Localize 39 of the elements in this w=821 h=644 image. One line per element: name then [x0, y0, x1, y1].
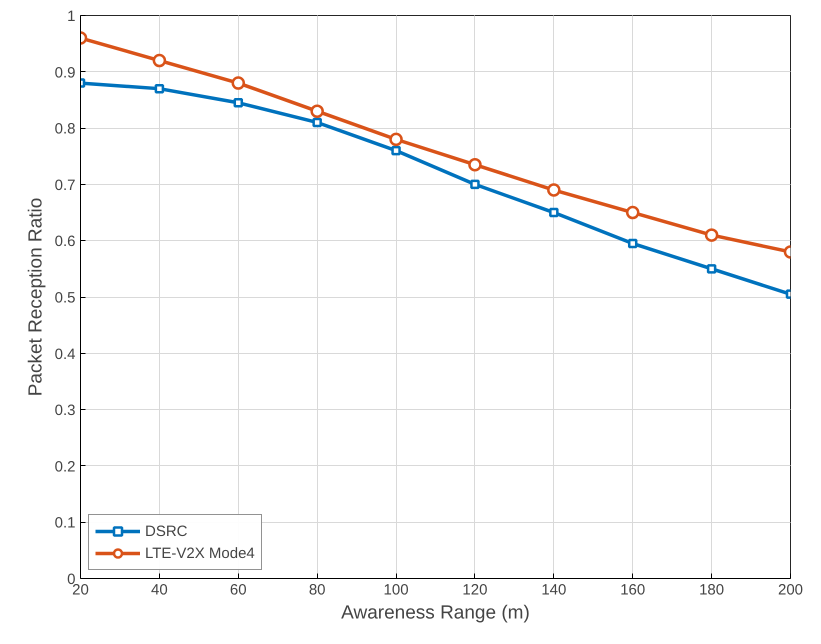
point [628, 238, 638, 248]
x-tick-label: 180 [699, 582, 724, 598]
point [152, 54, 166, 68]
y-tick-label: 0.4 [54, 346, 76, 363]
x-axis-title: Awareness Range (m) [341, 602, 530, 624]
point [706, 264, 716, 274]
x-tick-label: 200 [778, 582, 804, 598]
point [391, 146, 401, 156]
x-tick-label: 160 [620, 582, 646, 598]
point [234, 98, 244, 108]
y-tick-label: 0.3 [54, 402, 76, 420]
y-tick-label: 0.7 [54, 176, 76, 194]
point [626, 206, 640, 220]
point [310, 104, 324, 118]
y-tick-label: 0.2 [54, 458, 76, 476]
point [549, 208, 559, 218]
x-tick-label: 120 [462, 582, 488, 598]
x-tick-label: 80 [308, 582, 326, 598]
point [704, 228, 718, 242]
y-tick-label: 1 [67, 8, 76, 25]
x-tick-label: 100 [384, 582, 409, 598]
point [154, 84, 164, 94]
x-tick-label: 60 [230, 582, 247, 598]
y-tick-label: 0.9 [54, 64, 76, 82]
y-tick-label: 0.5 [54, 290, 76, 306]
y-tick-label: 0.1 [54, 514, 76, 532]
point [468, 158, 482, 172]
legend-label: LTE-V2X Mode4 [145, 544, 255, 562]
x-tick-label: 140 [541, 582, 566, 598]
point [547, 183, 561, 197]
y-axis-title: Packet Reception Ratio [26, 198, 47, 396]
point [470, 180, 480, 190]
point [232, 76, 246, 90]
x-tick-label: 40 [151, 582, 168, 598]
y-tick-label: 0.8 [54, 120, 76, 138]
y-tick-label: 0.6 [54, 233, 76, 250]
point [389, 132, 403, 146]
legend-label: DSRC [145, 522, 188, 540]
point [312, 118, 322, 128]
